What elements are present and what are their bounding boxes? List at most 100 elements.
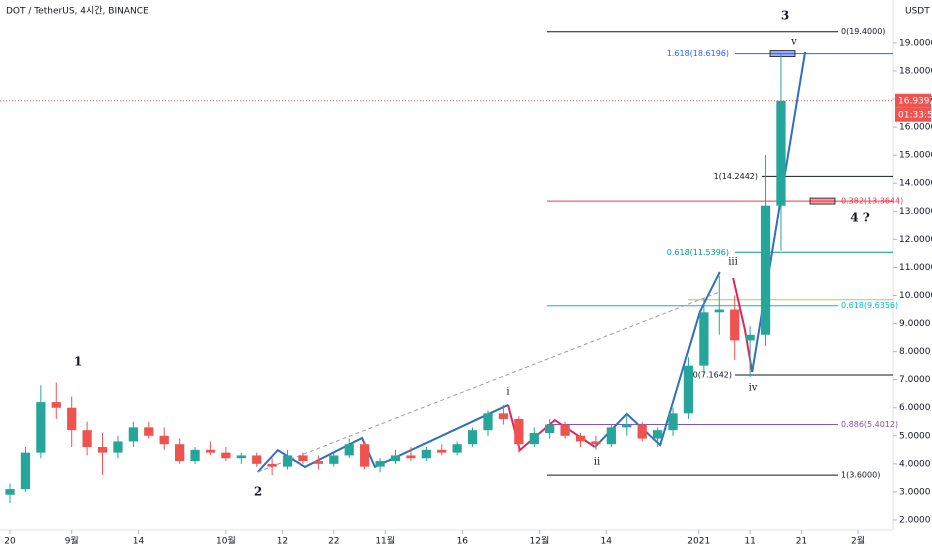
y-tick-label: 4.0000 (899, 459, 931, 469)
symbol-title: DOT / TetherUS, 4시간, BINANCE (6, 6, 149, 17)
candle-body (575, 435, 586, 442)
y-tick-label: 14.0000 (899, 179, 932, 189)
candle-body (652, 430, 663, 439)
last-price-box (895, 93, 931, 108)
wave-label: ii (594, 457, 600, 468)
y-tick-label: 9.0000 (899, 319, 931, 329)
candle-body (190, 449, 200, 462)
fib-level-label: 0.382(13.3644) (841, 197, 903, 206)
fib-level-label: 0(7.1642) (693, 371, 732, 380)
wave-line (257, 291, 720, 473)
candle-body (498, 413, 509, 419)
candle-body (714, 309, 724, 313)
candle-body (390, 455, 401, 462)
candle-body (683, 365, 694, 414)
fib-level-label: 0.886(5.4012) (841, 420, 898, 429)
candle-body (483, 413, 493, 431)
y-tick-label: 19.0000 (899, 38, 932, 48)
last-price-label: 16.9392 (898, 96, 932, 106)
candle-body (175, 444, 185, 462)
candle-body (514, 418, 524, 445)
fib-level-label: 0.618(9.6356) (841, 301, 898, 310)
candle-body (313, 461, 324, 464)
candle-body (560, 424, 570, 436)
fib-level-label: 0.618(11.5396) (667, 248, 729, 257)
wave-label: v (790, 37, 797, 48)
candle-body (282, 455, 293, 467)
unit-label: USDT (905, 7, 930, 17)
candle-body (730, 309, 740, 341)
x-tick-label: 11월 (375, 535, 395, 547)
candle-body (82, 430, 92, 448)
candle-body (437, 449, 447, 453)
wave-label: 4 ? (850, 211, 870, 225)
candle-body (236, 455, 246, 459)
countdown-label: 01:33:53 (898, 110, 932, 120)
y-tick-label: 10.0000 (899, 291, 932, 301)
y-tick-label: 5.0000 (899, 431, 931, 441)
candle-body (36, 402, 46, 453)
candle-body (529, 432, 539, 445)
candle-body (606, 427, 616, 445)
y-tick-label: 2.0000 (899, 515, 931, 525)
candle-body (205, 449, 216, 453)
x-tick-label: 2월 (851, 535, 865, 547)
fib-marker (769, 50, 796, 58)
candle-body (329, 455, 339, 464)
y-tick-label: 15.0000 (899, 151, 932, 161)
x-tick-label: 9월 (65, 535, 79, 547)
wave-label: iv (749, 383, 758, 394)
fib-level-label: 1.618(18.6196) (667, 49, 729, 58)
wave-label: 2 (254, 485, 262, 499)
wave-label: 1 (74, 355, 82, 369)
candle-body (421, 449, 431, 459)
candle-body (622, 424, 632, 428)
candle-body (20, 452, 31, 490)
y-tick-label: 7.0000 (899, 375, 931, 385)
fib-marker (809, 197, 836, 205)
x-tick-label: 12월 (530, 535, 550, 547)
candle-body (5, 489, 15, 495)
candle-body (97, 447, 108, 453)
y-tick-label: 11.0000 (899, 263, 932, 273)
candle-body (221, 452, 231, 459)
candle-body (267, 463, 277, 467)
candle-body (591, 441, 601, 445)
x-tick-label: 14 (133, 537, 145, 547)
x-tick-label: 12 (277, 537, 288, 547)
candle-body (467, 430, 478, 445)
y-tick-label: 8.0000 (899, 347, 931, 357)
candle-body (67, 407, 77, 431)
wave-label: i (506, 387, 509, 398)
candle-body (298, 455, 308, 462)
candle-body (375, 461, 385, 467)
fib-level-label: 0(19.4000) (841, 27, 885, 36)
y-tick-label: 12.0000 (899, 235, 932, 245)
x-tick-label: 16 (457, 537, 469, 547)
candle-body (545, 424, 555, 433)
x-tick-label: 21 (796, 537, 807, 547)
x-tick-label: 20 (4, 537, 16, 547)
candle-body (760, 205, 771, 335)
candle-body (637, 424, 647, 439)
y-tick-label: 18.0000 (899, 66, 932, 76)
y-tick-label: 6.0000 (899, 403, 931, 413)
x-tick-label: 10월 (216, 535, 236, 547)
candle-body (144, 427, 154, 436)
candle-body (745, 334, 755, 341)
x-tick-label: 14 (600, 537, 612, 547)
candle-body (113, 441, 123, 453)
wave-label: iii (728, 257, 738, 268)
fib-level-label: 1(14.2442) (714, 172, 758, 181)
y-tick-label: 16.0000 (899, 123, 932, 133)
x-tick-label: 2021 (687, 537, 710, 547)
countdown-box (895, 107, 931, 122)
y-tick-label: 13.0000 (899, 207, 932, 217)
candle-body (406, 455, 416, 459)
candle-body (344, 444, 354, 456)
candle-body (252, 455, 262, 464)
candle-body (159, 435, 169, 445)
wave-label: 3 (781, 9, 789, 23)
